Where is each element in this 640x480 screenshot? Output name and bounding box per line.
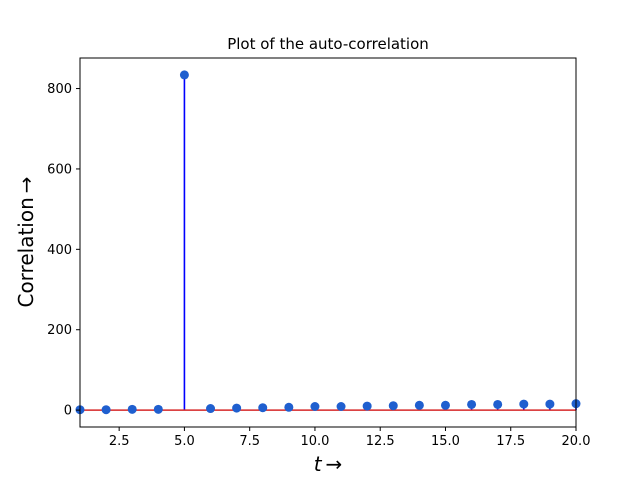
x-axis-label: t → [314,452,343,476]
x-tick-label: 17.5 [496,434,525,449]
x-tick-label: 20.0 [562,434,591,449]
data-point [467,399,477,409]
axes-frame [79,57,577,428]
data-point [414,400,424,410]
plot-area [75,70,581,415]
data-point [258,403,268,413]
y-tick-label: 200 [47,323,72,338]
x-tick-label: 10.0 [300,434,329,449]
data-point [388,401,398,411]
y-tick-label: 400 [47,243,72,258]
data-point [493,399,503,409]
data-point [519,399,529,409]
x-tick-label: 15.0 [431,434,460,449]
data-point [336,402,346,411]
x-tick-label: 5.0 [174,434,195,449]
y-tick-label: 0 [64,404,72,419]
y-axis-label: Correlation → [14,176,38,307]
x-tick-label: 2.5 [109,434,130,449]
data-point [310,402,320,411]
data-point [101,405,111,415]
data-point [284,402,294,412]
data-point [440,400,450,410]
chart-title: Plot of the auto-correlation [227,35,429,53]
data-point [206,404,216,414]
data-point [545,399,555,409]
x-axis-ticks: 2.5 5.0 7.5 10.0 12.5 15.0 17.5 20.0 [109,427,591,449]
data-point [179,70,189,80]
data-point [153,404,163,414]
data-point [362,401,372,411]
y-tick-label: 800 [47,82,72,97]
x-tick-label: 7.5 [239,434,260,449]
data-point [232,403,242,413]
data-point [127,404,137,414]
y-tick-label: 600 [47,162,72,177]
x-tick-label: 12.5 [366,434,395,449]
y-axis-ticks: 0 200 400 600 800 [47,82,80,419]
